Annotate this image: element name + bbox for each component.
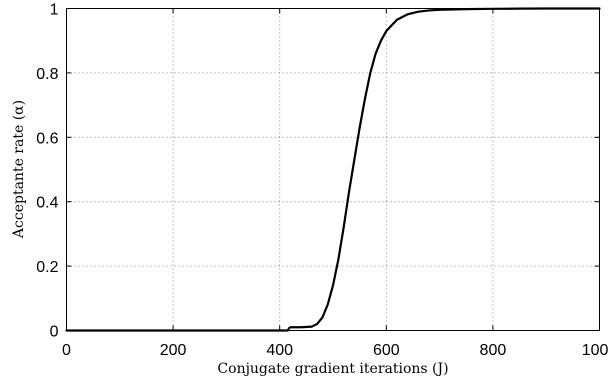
x-tick-label: 0 xyxy=(62,342,71,359)
grid xyxy=(66,8,600,331)
x-tick-label: 200 xyxy=(160,342,187,359)
y-tick-label: 0.2 xyxy=(36,259,58,276)
x-tick-label: 800 xyxy=(480,342,507,359)
y-tick-label: 0 xyxy=(50,324,59,341)
y-tick-label: 0.6 xyxy=(36,130,58,147)
x-tick-label: 600 xyxy=(373,342,400,359)
y-tick-labels: 0 0.2 0.4 0.6 0.8 1 xyxy=(36,2,58,341)
y-axis-label: Acceptante rate (α) xyxy=(11,100,27,239)
series-line xyxy=(65,7,601,332)
y-tick-label: 0.8 xyxy=(36,66,58,83)
x-axis-label: Conjugate gradient iterations (J) xyxy=(217,361,448,377)
plot-area-frame xyxy=(66,8,600,331)
y-tick-label: 0.4 xyxy=(36,195,58,212)
x-tick-label: 400 xyxy=(266,342,293,359)
y-tick-label: 1 xyxy=(50,2,59,19)
